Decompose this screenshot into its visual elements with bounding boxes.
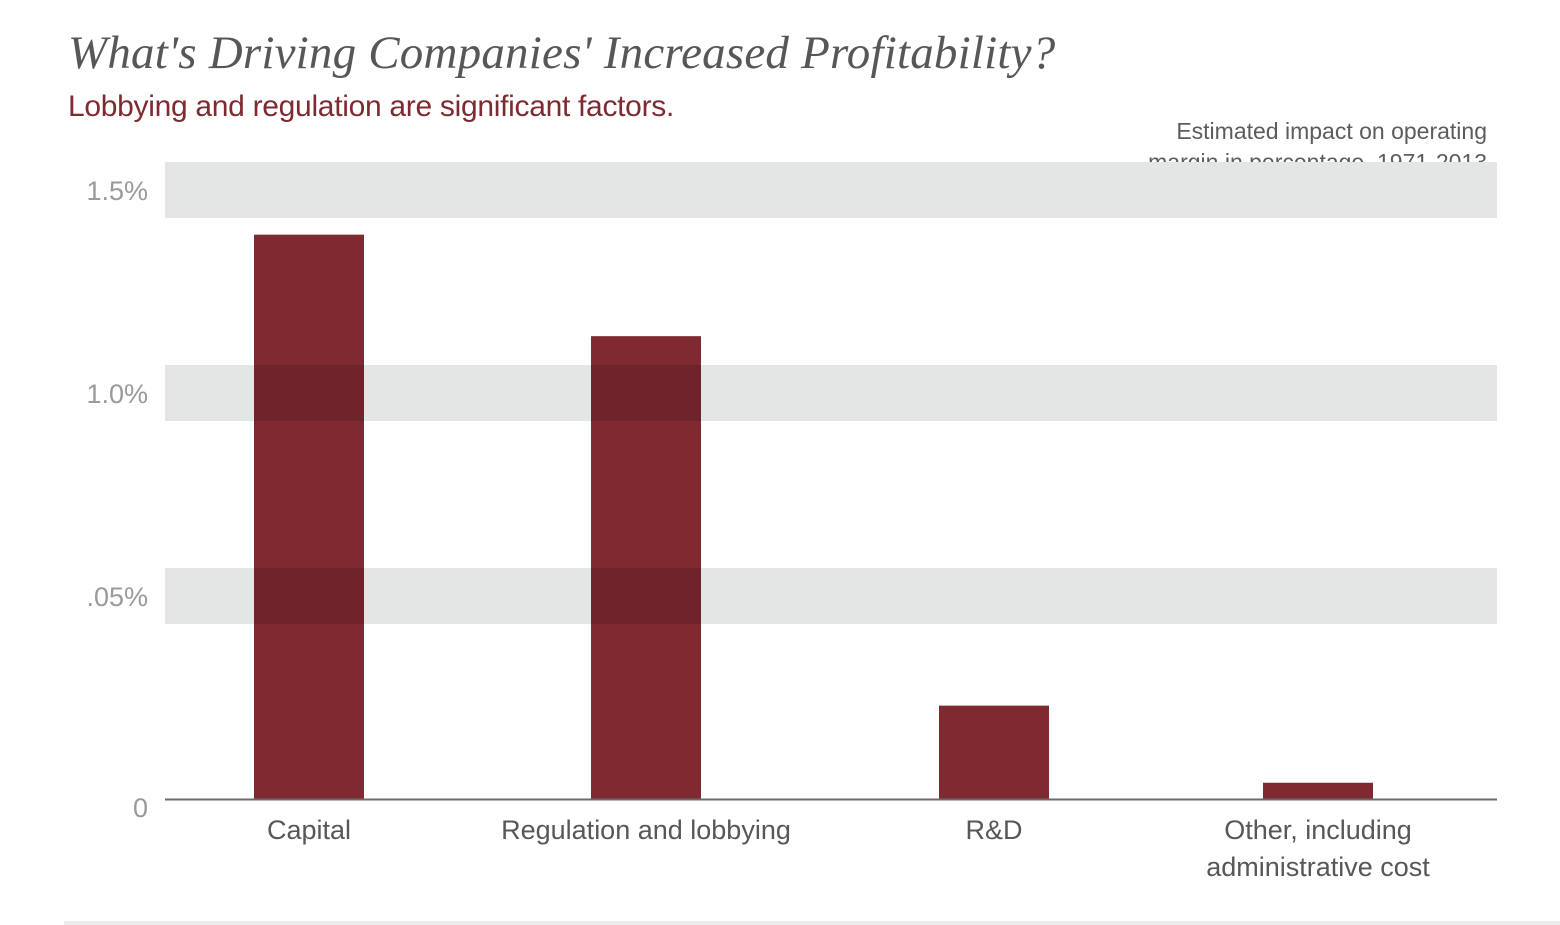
chart-subtitle: Lobbying and regulation are significant … bbox=[68, 90, 674, 123]
bar-band-overlap bbox=[591, 568, 701, 624]
chart-title: What's Driving Companies' Increased Prof… bbox=[68, 27, 1056, 79]
y-tick-label: .05% bbox=[86, 582, 148, 612]
bar-band-overlap bbox=[591, 365, 701, 421]
bar-regulation-and-lobbying bbox=[591, 336, 701, 799]
y-tick-label: 1.0% bbox=[86, 379, 148, 409]
y-axis-tick-labels: 0 .05% 1.0% 1.5% bbox=[86, 176, 148, 823]
grid-bands bbox=[165, 162, 1497, 624]
bar-band-overlap bbox=[254, 568, 364, 624]
footer-divider bbox=[64, 921, 1560, 925]
bar-capital bbox=[254, 234, 364, 799]
grid-band bbox=[165, 162, 1497, 218]
y-tick-label: 0 bbox=[133, 793, 148, 823]
x-axis-category-labels: Capital Regulation and lobbying R&D Other, … bbox=[267, 815, 1430, 882]
x-category-label: Regulation and lobbying bbox=[501, 815, 791, 845]
x-category-label: Other, including bbox=[1224, 815, 1412, 845]
bar-band-overlap bbox=[254, 365, 364, 421]
bar-other-including-administrative-cost bbox=[1263, 782, 1373, 799]
grid-band bbox=[165, 568, 1497, 624]
bar-r-d bbox=[939, 705, 1049, 799]
bars bbox=[254, 234, 1373, 799]
unit-annotation-line-1: Estimated impact on operating bbox=[1176, 118, 1487, 144]
y-tick-label: 1.5% bbox=[86, 176, 148, 206]
grid-band bbox=[165, 365, 1497, 421]
x-category-label: administrative cost bbox=[1206, 852, 1430, 882]
band-overlays bbox=[254, 365, 701, 624]
x-category-label: Capital bbox=[267, 815, 351, 845]
x-category-label: R&D bbox=[965, 815, 1022, 845]
